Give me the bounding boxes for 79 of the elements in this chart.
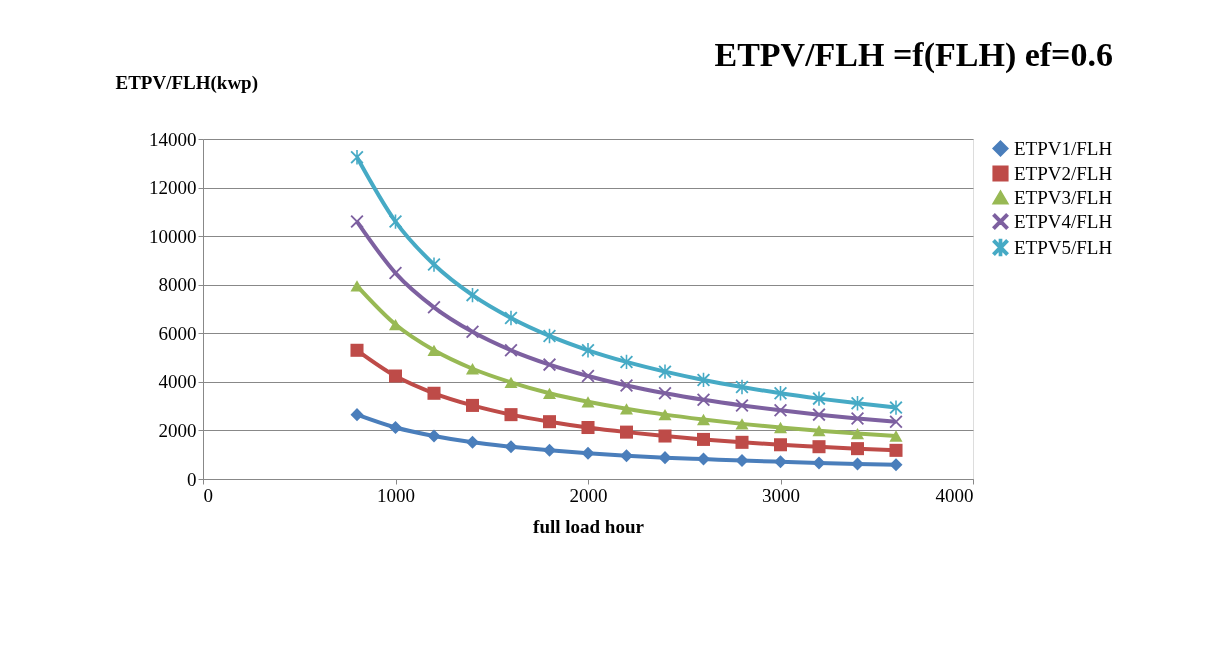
- point: [504, 343, 518, 357]
- point: [619, 403, 634, 415]
- point: [735, 379, 749, 395]
- point: [504, 408, 518, 422]
- legend-label: ETPV3/FLH: [1014, 186, 1113, 208]
- point: [350, 150, 364, 165]
- y-tick-label: 10000: [149, 225, 197, 247]
- y-axis-title: ETPV/FLH(kwp): [115, 71, 259, 94]
- point: [388, 369, 403, 383]
- point: [504, 376, 518, 388]
- point: [542, 415, 557, 429]
- y-tick-label: 2000: [158, 419, 197, 441]
- point: [427, 386, 441, 400]
- chart-title: ETPV/FLH =f(FLH) ef=0.6: [714, 36, 1113, 74]
- point: [773, 403, 788, 417]
- legend-label: ETPV4/FLH: [1014, 210, 1113, 232]
- point: [850, 457, 865, 471]
- point: [850, 396, 865, 411]
- point: [581, 343, 595, 358]
- point: [773, 386, 788, 401]
- legend-label: ETPV2/FLH: [1014, 162, 1113, 184]
- point: [388, 214, 403, 229]
- point: [427, 429, 441, 443]
- point: [619, 425, 634, 439]
- x-axis-title: full load hour: [533, 515, 645, 537]
- point: [388, 421, 403, 435]
- point: [889, 430, 903, 442]
- point: [504, 440, 518, 454]
- point: [350, 280, 364, 292]
- point: [658, 386, 672, 400]
- point: [619, 378, 634, 393]
- y-tick-label: 6000: [158, 322, 197, 344]
- point: [850, 427, 865, 440]
- point: [658, 451, 672, 465]
- point: [812, 440, 826, 454]
- point: [696, 452, 711, 466]
- x-tick-label: 3000: [762, 484, 800, 506]
- point: [773, 438, 788, 452]
- y-tick-label: 4000: [158, 371, 197, 393]
- point: [735, 418, 749, 430]
- point: [581, 396, 595, 408]
- y-tick-label: 8000: [158, 274, 197, 296]
- legend-label: ETPV5/FLH: [1014, 236, 1113, 258]
- point: [542, 443, 557, 457]
- y-tick-label: 14000: [149, 128, 197, 150]
- x-tick-label: 4000: [935, 484, 974, 506]
- point: [735, 454, 749, 468]
- point: [427, 344, 441, 356]
- x-tick-label: 1000: [377, 484, 415, 506]
- point: [889, 443, 903, 457]
- point: [581, 446, 595, 460]
- point: [542, 387, 557, 399]
- point: [542, 358, 557, 372]
- point: [658, 429, 672, 443]
- point: [465, 363, 480, 375]
- point: [812, 425, 826, 437]
- point: [735, 435, 749, 449]
- point: [889, 458, 903, 472]
- point: [773, 421, 788, 434]
- point: [850, 412, 865, 426]
- point: [696, 413, 711, 426]
- point: [465, 398, 480, 412]
- legend-label: ETPV1/FLH: [1014, 137, 1113, 159]
- point: [658, 409, 672, 421]
- x-tick-label: 2000: [569, 484, 608, 506]
- point: [504, 310, 518, 326]
- point: [850, 442, 865, 456]
- point: [812, 456, 826, 470]
- y-tick-label: 0: [187, 468, 197, 490]
- x-tick-label: 0: [203, 484, 213, 506]
- point: [350, 343, 364, 357]
- point: [581, 369, 595, 383]
- point: [465, 435, 480, 449]
- y-tick-label: 12000: [149, 177, 197, 199]
- point: [350, 408, 364, 422]
- point: [427, 300, 441, 314]
- point: [696, 432, 711, 446]
- point: [388, 318, 403, 331]
- point: [581, 421, 595, 435]
